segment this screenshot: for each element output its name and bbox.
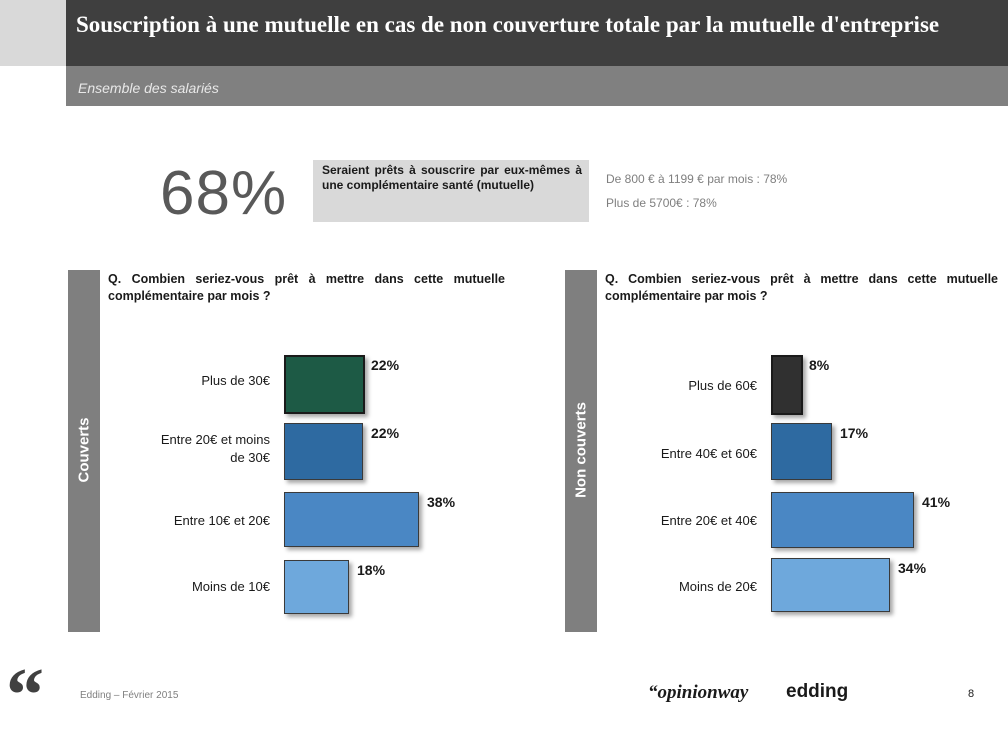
category-label: Entre 20€ et moins de 30€ [160,432,270,465]
title-bar [66,0,1008,66]
subtitle-bar [66,66,1008,106]
category-label: Entre 40€ et 60€ [660,446,757,461]
panel-band-left [68,270,100,632]
category-label: Plus de 60€ [688,378,757,393]
page-subtitle: Ensemble des salariés [78,80,219,96]
bar [771,355,803,415]
data-label: 18% [357,562,386,578]
data-label: 34% [898,560,927,576]
data-label: 41% [922,494,951,510]
panel-band-right [565,270,597,632]
category-label: Entre 10€ et 20€ [173,513,270,528]
category-label: Entre 20€ et 40€ [660,513,757,528]
headline-detail: Plus de 5700€ : 78% [606,196,717,210]
category-label: Plus de 30€ [201,373,270,388]
bar [284,423,363,480]
edding-logo: edding [786,681,849,702]
data-label: 22% [371,357,400,373]
bar [771,423,832,480]
data-label: 8% [809,357,830,373]
category-label: Moins de 10€ [191,579,270,594]
question-right: Q. Combien seriez-vous prêt à mettre dan… [605,272,998,303]
bar [284,560,349,614]
page-number: 8 [968,688,975,700]
bar [284,355,365,414]
quote-mark-icon: “ [6,653,44,737]
page-title: Souscription à une mutuelle en cas de no… [76,12,940,37]
footer-source: Edding – Février 2015 [80,690,179,701]
opinionway-logo: “opinionway [648,682,749,703]
bar [771,558,890,612]
panel-label-right: Non couverts [572,402,590,498]
question-left: Q. Combien seriez-vous prêt à mettre dan… [108,272,505,303]
data-label: 17% [840,425,869,441]
headline-percentage: 68% [160,159,288,228]
bar [284,492,419,547]
header-left-strip [0,0,66,66]
headline-detail: De 800 € à 1199 € par mois : 78% [606,172,788,186]
data-label: 38% [427,494,456,510]
headline-text-box [313,160,589,222]
category-label: Moins de 20€ [678,579,757,594]
data-label: 22% [371,425,400,441]
panel-label-left: Couverts [75,417,93,483]
bar [771,492,914,548]
headline-text: Seraient prêts à souscrire par eux-mêmes… [322,163,582,192]
